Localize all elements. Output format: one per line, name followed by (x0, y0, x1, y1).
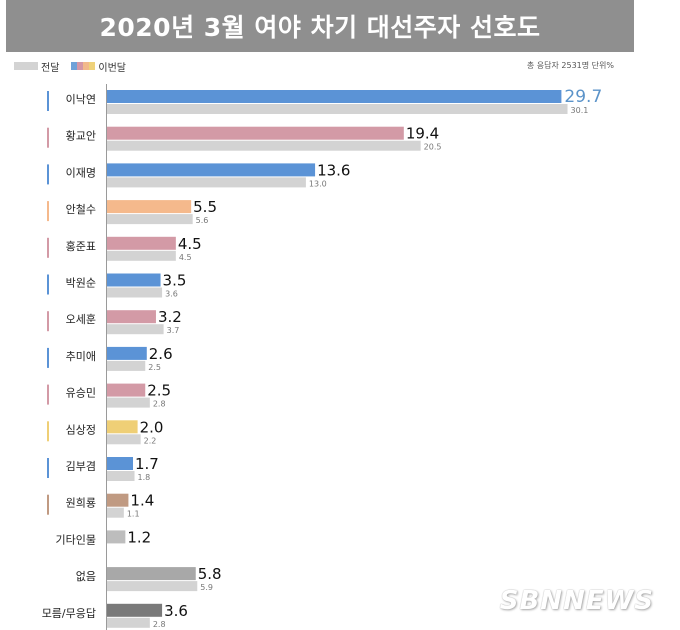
value-label-current: 2.6 (149, 345, 173, 363)
value-label-previous: 4.5 (179, 253, 192, 262)
category-marker (47, 494, 49, 515)
category-label: 기타인물 (56, 533, 96, 546)
category-label: 없음 (76, 570, 96, 583)
bar-current (107, 310, 156, 324)
value-label-current: 1.2 (127, 528, 151, 546)
category-marker (47, 458, 49, 478)
category-marker (47, 127, 49, 148)
category-label: 안철수 (66, 203, 96, 216)
bar-current (107, 493, 129, 507)
value-label-previous: 5.9 (200, 583, 213, 592)
legend-prev-swatch (14, 62, 38, 70)
category-marker (47, 237, 49, 258)
category-label: 모름/무응답 (42, 607, 96, 620)
bar-current (107, 383, 146, 397)
bar-previous (107, 581, 198, 592)
chart-title: 2020년 3월 여야 차기 대선주자 선호도 (99, 13, 541, 42)
respondent-note: 총 응답자 2531명 단위% (526, 61, 614, 70)
bar-current (107, 420, 138, 434)
bar-previous (107, 617, 150, 628)
category-label: 유승민 (66, 387, 96, 400)
value-label-previous: 13.0 (309, 179, 327, 188)
value-label-current: 5.5 (193, 198, 217, 216)
value-label-previous: 1.1 (127, 510, 140, 519)
value-label-previous: 2.5 (148, 363, 161, 372)
value-label-current: 3.6 (164, 602, 188, 620)
bar-previous (107, 397, 150, 408)
value-label-current: 2.0 (140, 418, 164, 436)
value-label-current: 4.5 (178, 235, 202, 253)
bar-current (107, 236, 176, 250)
bar-current (107, 273, 161, 287)
category-marker (47, 274, 49, 295)
legend: 전달 이번달 (14, 58, 126, 74)
value-label-current: 29.7 (564, 87, 602, 107)
bar-previous (107, 104, 568, 114)
bar-previous (107, 324, 164, 335)
bar-previous (107, 287, 163, 298)
bar-current (107, 530, 126, 544)
legend-prev-label: 전달 (41, 62, 60, 74)
bar-previous (107, 177, 306, 188)
category-marker (47, 164, 49, 185)
bar-previous (107, 214, 193, 225)
legend-now-swatch (71, 62, 96, 70)
bar-previous (107, 434, 141, 445)
value-label-previous: 3.6 (165, 290, 178, 299)
category-marker (47, 201, 49, 222)
category-label: 황교안 (66, 130, 96, 143)
value-label-current: 1.4 (130, 492, 154, 510)
category-marker (47, 384, 49, 405)
value-label-current: 3.2 (158, 308, 182, 326)
bar-current (107, 90, 562, 103)
value-label-previous: 20.5 (424, 143, 442, 152)
category-label: 원희룡 (66, 497, 96, 510)
value-label-current: 2.5 (147, 382, 171, 400)
value-label-previous: 3.7 (167, 326, 180, 335)
category-label: 이낙연 (66, 93, 96, 106)
value-label-previous: 5.6 (196, 216, 209, 225)
category-label: 심상정 (66, 423, 96, 436)
category-label: 박원순 (66, 277, 96, 290)
bar-current (107, 346, 147, 360)
bar-current (107, 567, 196, 581)
bar-current (107, 126, 404, 140)
bar-current (107, 163, 316, 177)
bar-current (107, 603, 163, 617)
value-label-previous: 30.1 (571, 106, 589, 115)
bar-previous (107, 471, 135, 481)
category-marker (47, 91, 49, 111)
bar-previous (107, 360, 146, 371)
value-label-previous: 1.8 (138, 473, 151, 482)
category-label: 오세훈 (66, 313, 96, 326)
category-marker (47, 421, 49, 442)
value-label-previous: 2.8 (153, 400, 166, 409)
category-label: 김부겸 (66, 460, 96, 473)
category-label: 추미애 (66, 350, 96, 363)
value-label-previous: 2.8 (153, 620, 166, 629)
value-label-current: 13.6 (317, 161, 350, 179)
bar-previous (107, 507, 124, 518)
category-marker (47, 347, 49, 368)
category-marker (47, 311, 49, 332)
category-label: 이재명 (66, 166, 96, 179)
watermark-logo: SBNNEWS (499, 586, 654, 616)
category-label: 홍준표 (66, 239, 96, 253)
bar-current (107, 200, 192, 214)
value-label-current: 3.5 (163, 272, 187, 290)
title-bar: 2020년 3월 여야 차기 대선주자 선호도 (6, 0, 634, 52)
value-label-current: 19.4 (406, 125, 439, 143)
value-label-previous: 2.2 (144, 436, 157, 445)
bar-previous (107, 140, 421, 151)
bar-current (107, 457, 134, 470)
bar-previous (107, 250, 176, 261)
value-label-current: 1.7 (135, 455, 159, 473)
value-label-current: 5.8 (198, 565, 222, 583)
legend-now-label: 이번달 (98, 62, 127, 74)
